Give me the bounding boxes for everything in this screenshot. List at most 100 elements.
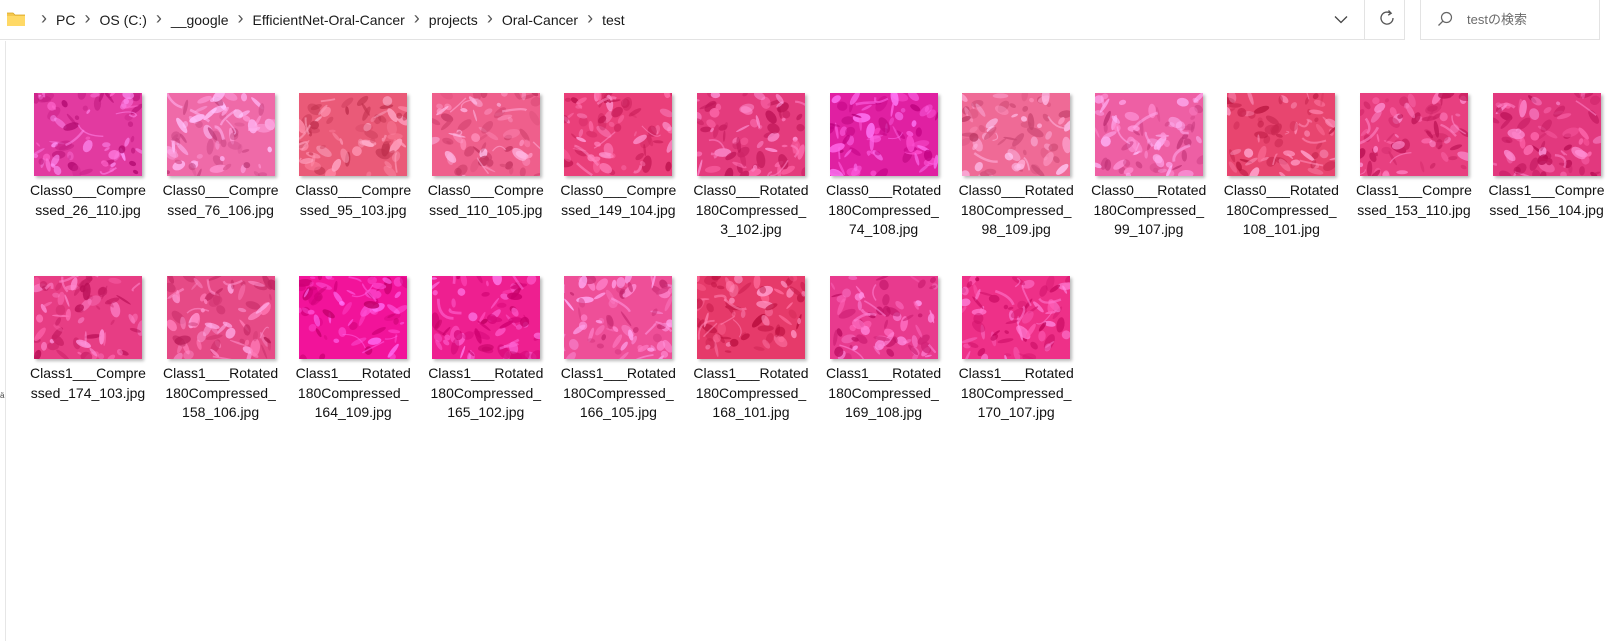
chevron-right-icon[interactable] bbox=[578, 12, 602, 28]
chevron-down-icon bbox=[1334, 11, 1348, 29]
file-thumbnail[interactable] bbox=[34, 276, 142, 359]
file-thumbnail[interactable] bbox=[1359, 93, 1468, 176]
file-name-line: ssed_26_110.jpg bbox=[35, 201, 141, 218]
search-box[interactable] bbox=[1420, 0, 1600, 40]
file-thumbnail[interactable] bbox=[564, 93, 673, 176]
file-name-line: 180Compressed_ bbox=[828, 384, 939, 401]
file-name: Class1___Compre ssed_174_103.jpg bbox=[24, 364, 152, 403]
breadcrumb-item[interactable]: test bbox=[602, 11, 625, 28]
breadcrumb-item[interactable]: Oral-Cancer bbox=[501, 11, 579, 28]
navigation-pane[interactable]: ä bbox=[0, 41, 6, 641]
file-item[interactable]: Class0___Compre ssed_76_106.jpg bbox=[163, 89, 296, 259]
file-name-line: Class1___Rotated bbox=[560, 365, 676, 381]
file-thumbnail[interactable] bbox=[431, 93, 540, 176]
file-thumbnail[interactable] bbox=[962, 276, 1071, 359]
file-name-line: 180Compressed_ bbox=[695, 201, 807, 218]
chevron-right-icon[interactable] bbox=[478, 12, 502, 28]
file-thumbnail[interactable] bbox=[299, 93, 408, 176]
file-thumbnail[interactable] bbox=[829, 93, 938, 176]
file-name: Class1___Rotated 180Compressed_ 166_105.jp… bbox=[554, 364, 682, 423]
file-item[interactable]: Class1___Rotated 180Compressed_ 169_108.jp… bbox=[826, 272, 959, 442]
file-item[interactable]: Class1___Compre ssed_174_103.jpg bbox=[30, 272, 163, 442]
file-view[interactable]: Class0___Compre ssed_26_110.jpg Class0___C… bbox=[6, 41, 1612, 641]
breadcrumb-item[interactable]: EfficientNet-Oral-Cancer bbox=[252, 11, 405, 28]
file-name: Class0___Compre ssed_76_106.jpg bbox=[157, 181, 285, 220]
file-name-line: Class0___Compre bbox=[30, 182, 146, 198]
file-item[interactable]: Class0___Compre ssed_149_104.jpg bbox=[560, 89, 693, 259]
file-name: Class1___Rotated 180Compressed_ 164_109.jp… bbox=[289, 364, 417, 423]
address-bar[interactable]: PC OS (C:) __google EfficientNet-Oral-Cance… bbox=[0, 0, 1405, 40]
breadcrumb-item[interactable]: PC bbox=[56, 11, 76, 28]
file-thumbnail[interactable] bbox=[1227, 93, 1336, 176]
breadcrumb-item[interactable]: projects bbox=[428, 11, 478, 28]
file-name-line: ssed_153_110.jpg bbox=[1357, 201, 1471, 218]
chevron-right-icon[interactable] bbox=[229, 12, 253, 28]
breadcrumb-item[interactable]: OS (C:) bbox=[99, 11, 147, 28]
file-name-line: Class1___Rotated bbox=[428, 365, 544, 381]
file-item[interactable]: Class0___Rotated 180Compressed_ 3_102.jpg bbox=[693, 89, 826, 259]
refresh-button[interactable] bbox=[1372, 5, 1402, 35]
file-item[interactable]: Class0___Compre ssed_26_110.jpg bbox=[30, 89, 163, 259]
file-name-line: 180Compressed_ bbox=[1093, 201, 1204, 218]
chevron-right-icon[interactable] bbox=[75, 12, 99, 28]
file-item[interactable]: Class1___Compre ssed_156_104.jpg bbox=[1489, 89, 1612, 259]
file-name: Class0___Compre ssed_110_105.jpg bbox=[422, 181, 550, 220]
file-item[interactable]: Class0___Compre ssed_95_103.jpg bbox=[295, 89, 428, 259]
file-item[interactable]: Class1___Rotated 180Compressed_ 165_102.jp… bbox=[428, 272, 561, 442]
search-input[interactable] bbox=[1467, 9, 1592, 29]
file-item[interactable]: Class0___Rotated 180Compressed_ 74_108.jpg bbox=[826, 89, 959, 259]
file-name-line: Class1___Rotated bbox=[163, 365, 279, 381]
file-thumbnail[interactable] bbox=[564, 276, 673, 359]
file-name: Class0___Compre ssed_95_103.jpg bbox=[289, 181, 417, 220]
file-item[interactable]: Class1___Rotated 180Compressed_ 164_109.jp… bbox=[295, 272, 428, 442]
nav-pane-glyph: ä bbox=[0, 391, 5, 400]
file-item[interactable]: Class1___Compre ssed_153_110.jpg bbox=[1356, 89, 1489, 259]
address-history-dropdown[interactable] bbox=[1326, 5, 1356, 35]
file-name-line: 169_108.jpg bbox=[845, 404, 923, 420]
file-name-line: ssed_156_104.jpg bbox=[1489, 201, 1604, 218]
file-name-line: Class1___Compre bbox=[1355, 182, 1472, 198]
file-thumbnail[interactable] bbox=[166, 93, 275, 176]
file-name-line: Class0___Compre bbox=[295, 182, 412, 198]
file-item[interactable]: Class1___Rotated 180Compressed_ 166_105.jp… bbox=[560, 272, 693, 442]
file-name: Class0___Rotated 180Compressed_ 98_109.jpg bbox=[952, 181, 1080, 240]
file-name: Class0___Rotated 180Compressed_ 108_101.jp… bbox=[1217, 181, 1345, 240]
file-thumbnail[interactable] bbox=[1492, 93, 1601, 176]
file-name-line: 74_108.jpg bbox=[848, 221, 919, 237]
file-name: Class1___Compre ssed_156_104.jpg bbox=[1483, 181, 1611, 220]
file-thumbnail[interactable] bbox=[431, 276, 540, 359]
file-name-line: 108_101.jpg bbox=[1242, 221, 1320, 237]
file-item[interactable]: Class0___Rotated 180Compressed_ 108_101.jp… bbox=[1223, 89, 1356, 259]
file-thumbnail[interactable] bbox=[34, 93, 142, 176]
file-name-line: Class0___Rotated bbox=[825, 182, 942, 198]
divider bbox=[1364, 0, 1365, 39]
file-name: Class1___Rotated 180Compressed_ 170_107.jp… bbox=[952, 364, 1080, 423]
file-name-line: ssed_110_105.jpg bbox=[429, 201, 543, 218]
file-name-line: 180Compressed_ bbox=[1226, 201, 1337, 218]
file-item[interactable]: Class1___Rotated 180Compressed_ 168_101.jp… bbox=[693, 272, 826, 442]
file-item[interactable]: Class1___Rotated 180Compressed_ 158_106.jp… bbox=[163, 272, 296, 442]
file-thumbnail[interactable] bbox=[696, 93, 805, 176]
file-name: Class1___Rotated 180Compressed_ 165_102.jp… bbox=[422, 364, 550, 423]
file-name: Class1___Compre ssed_153_110.jpg bbox=[1350, 181, 1478, 220]
file-item[interactable]: Class1___Rotated 180Compressed_ 170_107.jp… bbox=[958, 272, 1091, 442]
file-thumbnail[interactable] bbox=[696, 276, 805, 359]
breadcrumb-item[interactable]: __google bbox=[170, 11, 229, 28]
file-name: Class0___Rotated 180Compressed_ 3_102.jpg bbox=[687, 181, 815, 240]
file-name-line: 180Compressed_ bbox=[695, 384, 807, 401]
file-name-line: 99_107.jpg bbox=[1114, 221, 1184, 237]
chevron-right-icon[interactable] bbox=[405, 12, 429, 28]
file-item[interactable]: Class0___Compre ssed_110_105.jpg bbox=[428, 89, 561, 259]
chevron-right-icon[interactable] bbox=[32, 12, 56, 28]
file-thumbnail[interactable] bbox=[1094, 93, 1203, 176]
file-thumbnail[interactable] bbox=[829, 276, 938, 359]
file-name-line: 170_107.jpg bbox=[977, 404, 1055, 420]
file-item[interactable]: Class0___Rotated 180Compressed_ 98_109.jpg bbox=[958, 89, 1091, 259]
file-thumbnail[interactable] bbox=[299, 276, 408, 359]
breadcrumb: PC OS (C:) __google EfficientNet-Oral-Cance… bbox=[32, 0, 625, 39]
file-thumbnail[interactable] bbox=[962, 93, 1071, 176]
file-name-line: Class0___Rotated bbox=[958, 182, 1074, 198]
chevron-right-icon[interactable] bbox=[147, 12, 171, 28]
file-thumbnail[interactable] bbox=[166, 276, 275, 359]
file-item[interactable]: Class0___Rotated 180Compressed_ 99_107.jpg bbox=[1091, 89, 1224, 259]
